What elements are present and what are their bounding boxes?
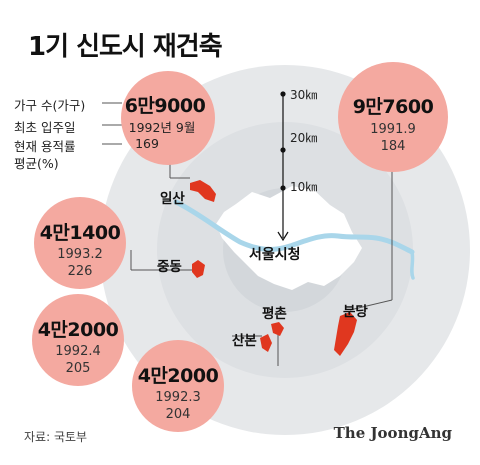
legend-average-label: 평균(%) xyxy=(14,156,59,171)
bubble-pyeongchon xyxy=(132,340,224,432)
ilsan-move-in: 1992년 9월 xyxy=(128,120,196,135)
center-label: 서울시청 xyxy=(249,247,301,263)
bundang-bubble-text: 9만7600 1991.9 184 xyxy=(353,92,434,155)
city-label-jungdong: 중동 xyxy=(157,259,182,275)
city-shape-pyeongchon xyxy=(271,322,284,336)
sanbon-bubble-text: 4만2000 1992.4 205 xyxy=(38,315,119,377)
leader-bundang-h xyxy=(349,299,393,311)
bundang-households: 9만7600 xyxy=(352,96,434,118)
legend-far-label: 현재 용적률 xyxy=(14,139,76,154)
bubble-ilsan xyxy=(121,71,215,165)
pyeongchon-far: 204 xyxy=(165,407,191,422)
legend-households-label: 가구 수(가구) xyxy=(14,98,86,113)
page-title: 1기 신도시 재건축 xyxy=(28,32,223,62)
river-branch xyxy=(410,250,415,280)
city-label-pyeongchon: 평촌 xyxy=(262,306,287,322)
han-river xyxy=(173,199,415,255)
city-label-bundang: 분당 xyxy=(343,304,368,320)
bubble-sanbon xyxy=(32,294,124,386)
ring-label-10km: 10㎞ xyxy=(290,180,318,194)
bubble-bundang xyxy=(338,62,448,172)
ilsan-households: 6만9000 xyxy=(124,95,206,117)
pyeongchon-bubble-text: 4만2000 1992.3 204 xyxy=(138,361,219,423)
radius-arrow xyxy=(277,231,289,242)
city-label-ilsan: 일산 xyxy=(160,191,185,207)
sanbon-move-in: 1992.4 xyxy=(55,344,101,359)
city-shape-jungdong xyxy=(192,260,205,278)
ring-label-20km: 20㎞ xyxy=(290,131,318,145)
city-shape-bundang xyxy=(334,312,357,356)
sanbon-far: 205 xyxy=(65,361,91,376)
bundang-far: 184 xyxy=(380,139,406,154)
jungdong-far: 226 xyxy=(67,264,93,279)
marker-10km xyxy=(280,185,286,191)
bundang-move-in: 1991.9 xyxy=(370,122,416,137)
source-note: 자료: 국토부 xyxy=(24,430,88,444)
ilsan-far: 169 xyxy=(135,136,159,151)
sanbon-households: 4만2000 xyxy=(37,319,119,341)
bubble-jungdong xyxy=(34,197,126,289)
jungdong-households: 4만1400 xyxy=(39,222,121,244)
city-label-sanbon: 산본 xyxy=(232,333,257,349)
ring-label-30km: 30㎞ xyxy=(290,88,318,102)
legend-move-in-label: 최초 입주일 xyxy=(14,120,76,135)
marker-20km xyxy=(280,147,286,153)
seoul-area xyxy=(216,186,362,290)
pyeongchon-households: 4만2000 xyxy=(137,365,219,387)
brand-logo: The JoongAng xyxy=(333,424,452,442)
pyeongchon-move-in: 1992.3 xyxy=(155,390,201,405)
city-shape-sanbon xyxy=(260,334,272,352)
marker-30km xyxy=(280,91,286,97)
jungdong-move-in: 1993.2 xyxy=(57,247,103,262)
jungdong-bubble-text: 4만1400 1993.2 226 xyxy=(40,218,121,280)
city-shape-ilsan xyxy=(190,180,216,202)
